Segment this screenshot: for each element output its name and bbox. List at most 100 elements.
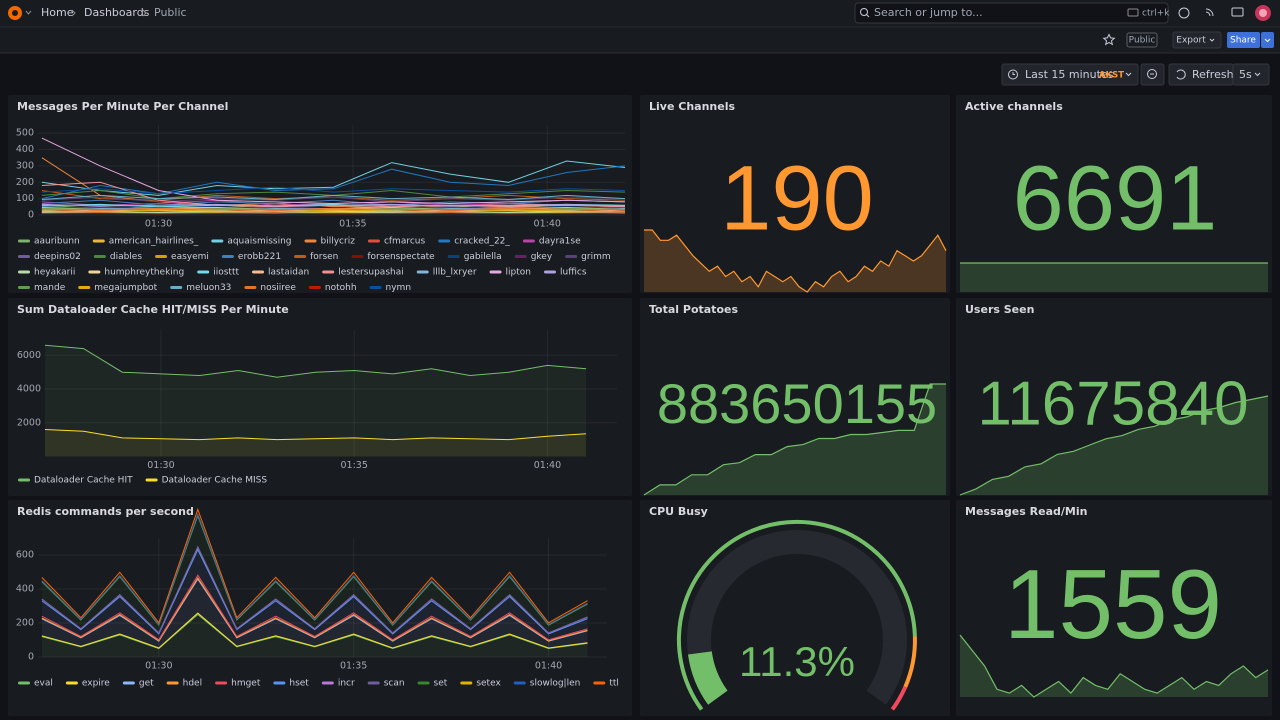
help-icon[interactable]: [1178, 7, 1190, 19]
timezone: AKST: [1099, 71, 1124, 81]
legend-label: nymn: [386, 283, 412, 293]
legend-swatch: [244, 286, 257, 289]
legend-label: hmget: [231, 679, 261, 689]
refresh-icon: [1176, 69, 1186, 80]
y-tick-label: 300: [16, 160, 34, 171]
legend-label: Dataloader Cache HIT: [34, 476, 133, 486]
series-line: [41, 203, 626, 208]
panel: Live Channels 190: [640, 95, 950, 293]
public-badge: [1126, 32, 1158, 48]
export-label[interactable]: Export: [1176, 36, 1206, 46]
legend-swatch: [565, 255, 578, 258]
series-line: [41, 199, 626, 206]
keyboard-icon: [1127, 8, 1139, 17]
legend-label: gkey: [531, 252, 553, 262]
time-range[interactable]: Last 15 minutes: [1025, 68, 1114, 81]
panel-background: [8, 298, 632, 496]
share-label[interactable]: Share: [1230, 36, 1256, 46]
legend-label: heyakarii: [34, 268, 75, 278]
star-button[interactable]: [1102, 33, 1116, 46]
zoom-icon: [1147, 69, 1157, 79]
legend-swatch: [18, 286, 30, 289]
series-line: [41, 160, 626, 196]
x-tick-label: 01:35: [340, 661, 367, 672]
series-line: [44, 344, 587, 378]
y-tick-label: 100: [16, 193, 34, 204]
panel-title: Active channels: [965, 100, 1063, 113]
series-line: [41, 507, 588, 624]
legend-swatch: [513, 681, 526, 685]
news-icon[interactable]: [1205, 8, 1214, 17]
legend-swatch: [322, 270, 335, 274]
series-line: [41, 194, 626, 201]
legend-swatch: [88, 270, 101, 274]
legend-label: cracked_22_: [454, 237, 510, 247]
grafana-logo[interactable]: [8, 6, 32, 20]
search-icon: [866, 14, 870, 18]
x-tick-label: 01:30: [145, 661, 172, 672]
series-area: [41, 549, 588, 640]
legend-swatch: [304, 239, 317, 243]
series-line: [41, 548, 588, 635]
x-tick-label: 01:40: [535, 661, 562, 672]
threshold-arc: [890, 686, 908, 711]
series-line: [41, 576, 588, 642]
stat-value: 1559: [1004, 549, 1222, 659]
panel-title: Live Channels: [649, 100, 735, 113]
panel-title: Total Potatoes: [649, 303, 738, 316]
share-button[interactable]: [1227, 32, 1260, 48]
legend-label: Dataloader Cache MISS: [162, 476, 268, 486]
refresh-interval-picker[interactable]: [1232, 63, 1270, 86]
legend-swatch: [367, 239, 380, 243]
legend-label: megajumpbot: [94, 283, 157, 293]
series-area: [41, 614, 588, 657]
y-tick-label: 0: [28, 652, 34, 663]
search-field[interactable]: [854, 2, 1169, 24]
legend-swatch: [308, 286, 321, 289]
export-button[interactable]: [1172, 31, 1222, 49]
gauge-value: [688, 650, 728, 705]
panel: Redis commands per second 0 200 400 600 01:30…: [8, 500, 632, 716]
series-area: [45, 345, 587, 457]
series-line: [41, 165, 626, 200]
legend-label: forsen: [310, 252, 338, 262]
dashboard-bar: [0, 28, 1280, 53]
legend-label: eval: [34, 679, 53, 689]
share-dropdown[interactable]: [1261, 32, 1274, 48]
refresh-interval[interactable]: 5s: [1239, 68, 1252, 81]
legend-label: hdel: [183, 679, 202, 689]
stat-value: 883650155: [657, 372, 937, 435]
y-tick-label: 500: [16, 128, 34, 139]
legend-label: grimm: [581, 252, 610, 262]
search-box[interactable]: Search or jump to... ctrl+k: [854, 2, 1170, 24]
breadcrumb-separator: [142, 9, 147, 17]
series-area: [41, 579, 588, 648]
panel: Sum Dataloader Cache HIT/MISS Per Minute…: [8, 298, 632, 496]
panel: Users Seen 11675840: [956, 298, 1272, 496]
y-tick-label: 400: [16, 144, 34, 155]
refresh-label[interactable]: Refresh: [1192, 68, 1234, 81]
legend-label: aauribunn: [34, 237, 80, 247]
time-picker[interactable]: [1001, 63, 1139, 86]
avatar-inner: [1259, 9, 1267, 17]
legend-label: humphreytheking: [104, 268, 184, 278]
legend-label: lllb_lxryer: [433, 268, 477, 278]
x-tick-label: 01:30: [145, 219, 172, 230]
sparkline-area: [960, 263, 1268, 292]
legend-swatch: [321, 681, 334, 685]
panel: Total Potatoes 883650155: [640, 298, 950, 496]
kiosk-icon[interactable]: [1231, 7, 1244, 17]
legend-swatch: [215, 681, 228, 685]
export-chevron: [1209, 38, 1215, 42]
breadcrumb[interactable]: Dashboards: [84, 6, 150, 19]
panel-title: Messages Read/Min: [965, 505, 1087, 518]
legend-label: scan: [384, 679, 405, 689]
panel: Messages Per Minute Per Channel 0 100 200 30…: [8, 95, 632, 293]
y-tick-label: 200: [16, 618, 34, 629]
legend-label: deepins02: [34, 252, 81, 262]
panel-background: [640, 298, 950, 496]
legend-label: iiosttt: [213, 268, 239, 278]
panel-title: Redis commands per second: [17, 505, 194, 518]
breadcrumb[interactable]: Home: [41, 6, 74, 19]
